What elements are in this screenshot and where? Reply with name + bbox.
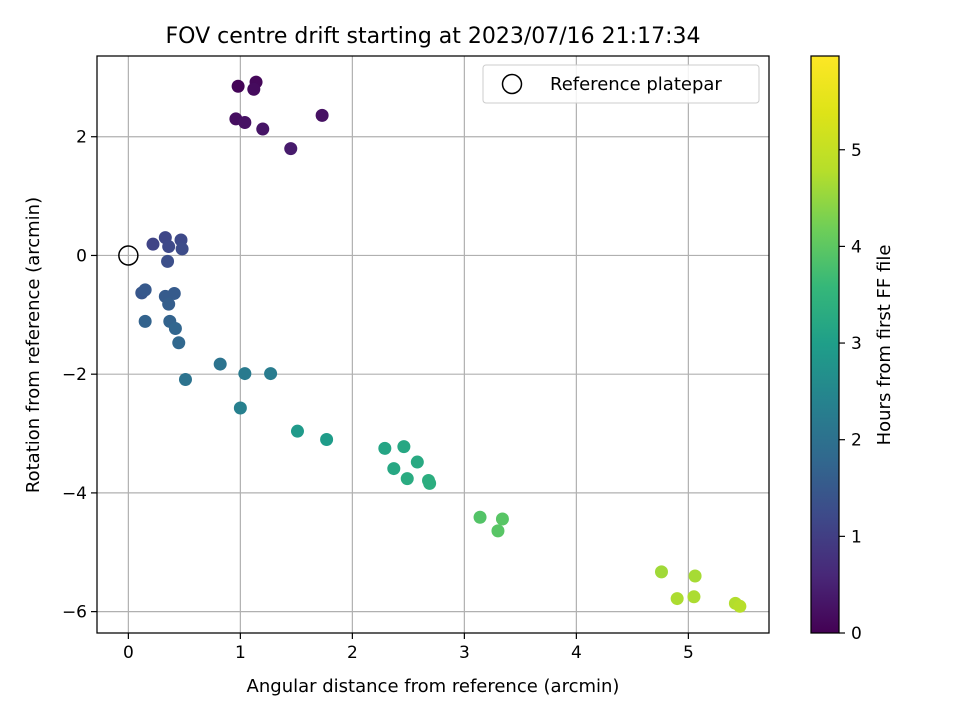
y-tick-label: −6 — [62, 603, 87, 623]
reference-marker-layer — [118, 245, 139, 266]
scatter-point — [378, 441, 392, 455]
y-tick-label: −4 — [62, 484, 87, 504]
colorbar-ticks: 0 1 2 3 4 5 — [839, 141, 862, 644]
scatter-point — [495, 512, 509, 526]
y-tick-label: 0 — [76, 246, 87, 266]
scatter-point — [178, 373, 192, 387]
scatter-point — [284, 142, 298, 156]
x-tick-label: 3 — [459, 643, 470, 663]
colorbar-gradient — [810, 55, 840, 634]
scatter-point — [213, 357, 227, 371]
y-tick-label: 2 — [76, 128, 87, 148]
y-axis-ticks: −6 −4 −2 0 2 — [62, 128, 97, 623]
colorbar-tick-label: 2 — [851, 431, 862, 451]
scatter-point — [162, 297, 176, 311]
colorbar-tick-label: 5 — [851, 141, 862, 161]
scatter-point — [256, 122, 270, 136]
x-tick-label: 1 — [235, 643, 246, 663]
colorbar-tick-label: 4 — [851, 237, 862, 257]
scatter-point — [290, 424, 304, 438]
scatter-point — [670, 592, 684, 606]
scatter-point — [264, 367, 278, 381]
plot-frame — [96, 55, 770, 634]
scatter-point — [315, 108, 329, 122]
scatter-point — [397, 440, 411, 454]
chart-title: FOV centre drift starting at 2023/07/16 … — [166, 24, 701, 49]
colorbar-label: Hours from first FF file — [874, 245, 895, 446]
data-points — [135, 75, 747, 613]
colorbar-tick-label: 1 — [851, 527, 862, 547]
scatter-point — [491, 524, 505, 538]
scatter-point — [423, 476, 437, 490]
scatter-point — [233, 401, 247, 415]
scatter-point — [688, 569, 702, 583]
y-tick-label: −2 — [62, 365, 87, 385]
scatter-point — [138, 283, 152, 297]
grid-lines — [97, 56, 769, 633]
x-tick-label: 4 — [571, 643, 582, 663]
scatter-point — [238, 367, 252, 381]
colorbar-tick-label: 3 — [851, 334, 862, 354]
x-axis-label: Angular distance from reference (arcmin) — [247, 676, 620, 697]
scatter-point — [410, 455, 424, 469]
scatter-point — [167, 286, 181, 300]
scatter-point — [473, 510, 487, 524]
scatter-point — [733, 599, 747, 613]
colorbar-tick-label: 0 — [851, 624, 862, 644]
scatter-point — [168, 321, 182, 335]
scatter-point — [654, 565, 668, 579]
scatter-point — [400, 472, 414, 486]
x-tick-label: 5 — [683, 643, 694, 663]
scatter-point — [238, 115, 252, 129]
legend-reference-marker — [501, 73, 523, 95]
scatter-point — [175, 242, 189, 256]
y-axis-label: Rotation from reference (arcmin) — [23, 197, 44, 493]
legend-entry-reference: Reference platepar — [550, 74, 722, 95]
reference-platepar-marker — [118, 245, 139, 266]
colorbar: 0 1 2 3 4 5 Hours from first FF file — [810, 55, 895, 644]
scatter-point — [231, 79, 245, 93]
x-axis-ticks: 0 1 2 3 4 5 — [123, 633, 694, 663]
scatter-point — [146, 237, 160, 251]
scatter-point — [138, 314, 152, 328]
scatter-point — [387, 462, 401, 476]
scatter-point — [161, 254, 175, 268]
scatter-point — [687, 590, 701, 604]
scatter-point — [162, 240, 176, 254]
scatter-point — [320, 432, 334, 446]
x-tick-label: 2 — [347, 643, 358, 663]
x-tick-label: 0 — [123, 643, 134, 663]
scatter-point — [172, 336, 186, 350]
legend-box: Reference platepar — [482, 64, 760, 104]
scatter-point — [247, 82, 261, 96]
